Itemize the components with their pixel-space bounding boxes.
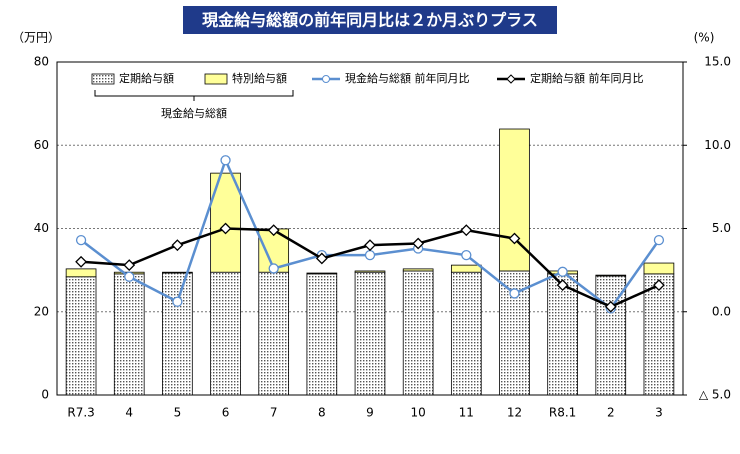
marker xyxy=(461,249,472,261)
bar xyxy=(643,262,675,275)
bar xyxy=(65,276,97,396)
legend-marker xyxy=(506,74,516,84)
y2-unit: (%) xyxy=(694,31,715,45)
y-tick-label: 0 xyxy=(41,388,49,402)
bar xyxy=(450,264,482,273)
marker xyxy=(123,259,136,272)
chart-title: 現金給与総額の前年同月比は２か月ぶりプラス xyxy=(202,11,538,30)
bar xyxy=(643,273,675,396)
marker xyxy=(412,237,425,250)
marker xyxy=(268,263,279,274)
marker xyxy=(653,279,665,292)
marker xyxy=(604,300,617,313)
legend-label: 定期給与額 xyxy=(119,71,174,85)
marker xyxy=(509,288,520,299)
legend-label: 特別給与額 xyxy=(232,71,287,85)
title-box xyxy=(183,6,557,34)
x-tick-label: R8.1 xyxy=(549,406,576,420)
legend-bracket xyxy=(94,90,294,101)
legend-swatch xyxy=(91,73,115,85)
y2-tick-label: 15.0 xyxy=(704,55,731,69)
x-tick-label: 2 xyxy=(607,406,615,420)
x-tick-label: 5 xyxy=(174,406,182,420)
marker xyxy=(124,271,135,282)
y-tick-label: 20 xyxy=(34,304,49,318)
bar xyxy=(258,271,290,396)
marker xyxy=(75,255,87,268)
y2-tick-label: 5.0 xyxy=(712,221,731,235)
bar xyxy=(306,272,338,275)
y2-tick-label: 10.0 xyxy=(704,138,731,152)
legend-label: 定期給与額 前年同月比 xyxy=(530,71,644,85)
marker xyxy=(460,224,473,237)
x-tick-label: 10 xyxy=(411,406,426,420)
bar xyxy=(354,271,386,396)
marker xyxy=(220,155,231,166)
legend-label: 現金給与総額 前年同月比 xyxy=(345,71,470,85)
bar xyxy=(595,274,627,277)
x-tick-label: 6 xyxy=(222,406,230,420)
marker xyxy=(172,296,183,307)
y-unit: （万円） xyxy=(12,31,60,45)
bar xyxy=(547,273,578,396)
x-tick-label: 4 xyxy=(125,406,133,420)
bar xyxy=(402,270,434,396)
bar xyxy=(354,270,386,273)
marker xyxy=(171,239,184,252)
x-tick-label: 3 xyxy=(655,406,663,420)
y2-tick-label: 0.0 xyxy=(712,304,731,318)
bar xyxy=(450,271,482,396)
x-tick-label: 12 xyxy=(507,406,522,420)
x-tick-label: 11 xyxy=(459,406,474,420)
y-tick-label: 80 xyxy=(34,55,49,69)
legend-annotation: 現金給与総額 xyxy=(161,106,227,120)
x-tick-label: R7.3 xyxy=(67,406,94,420)
marker xyxy=(267,224,280,237)
bar xyxy=(306,273,338,396)
legend-box xyxy=(84,68,674,90)
marker xyxy=(557,266,568,277)
legend-marker xyxy=(322,75,330,83)
marker xyxy=(653,235,665,246)
legend-swatch xyxy=(204,73,228,85)
x-tick-label: 8 xyxy=(318,406,326,420)
marker xyxy=(556,279,569,292)
x-tick-label: 7 xyxy=(270,406,278,420)
y-tick-label: 40 xyxy=(34,221,49,235)
bar xyxy=(65,268,97,278)
marker xyxy=(219,222,232,235)
y2-tick-label: △ 5.0 xyxy=(699,388,731,402)
bar xyxy=(210,271,241,396)
bar xyxy=(402,268,434,272)
marker xyxy=(508,232,521,245)
bar xyxy=(113,273,145,396)
marker xyxy=(75,235,87,246)
bar xyxy=(162,271,193,274)
bar xyxy=(162,272,193,396)
marker xyxy=(364,239,376,252)
y-tick-label: 60 xyxy=(34,138,49,152)
marker xyxy=(364,249,376,261)
x-tick-label: 9 xyxy=(366,406,374,420)
marker xyxy=(315,252,328,265)
